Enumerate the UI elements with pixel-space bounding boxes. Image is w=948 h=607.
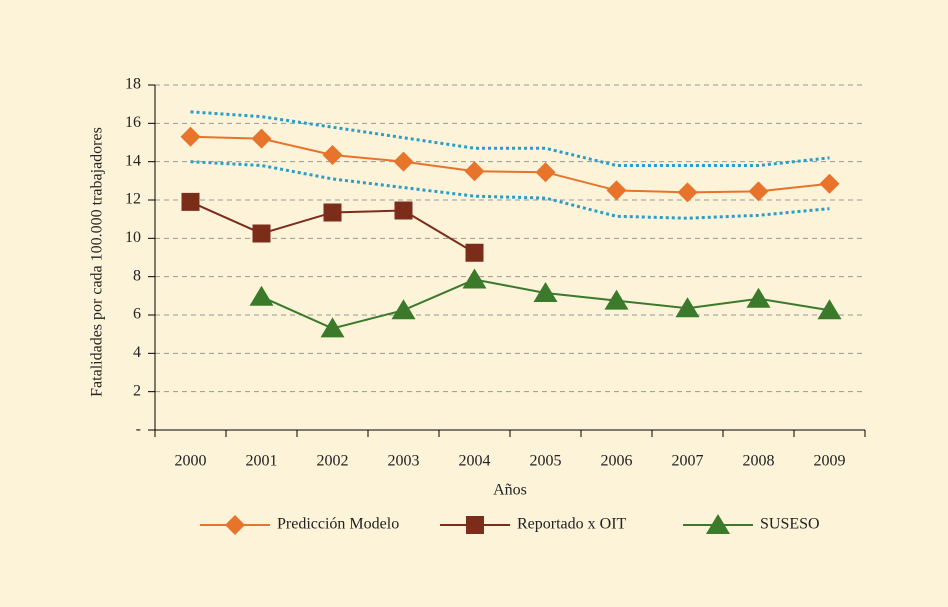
diamond-marker xyxy=(225,515,245,535)
diamond-marker xyxy=(393,151,414,172)
x-axis-label: Años xyxy=(493,482,527,499)
x-tick-label: 2003 xyxy=(388,453,420,470)
diamond-marker xyxy=(535,162,556,183)
legend-label: Reportado x OIT xyxy=(517,516,627,533)
y-tick-label: 18 xyxy=(125,76,141,93)
triangle-marker xyxy=(462,268,487,289)
x-tick-label: 2008 xyxy=(743,453,775,470)
x-tick-label: 2006 xyxy=(601,453,633,470)
x-tick-label: 2001 xyxy=(246,453,278,470)
y-tick-label: - xyxy=(136,421,141,438)
diamond-marker xyxy=(677,182,698,203)
square-marker xyxy=(323,203,342,222)
square-marker xyxy=(252,224,271,243)
triangle-marker xyxy=(675,297,700,318)
legend-label: SUSESO xyxy=(760,516,820,533)
x-tick-label: 2000 xyxy=(175,453,207,470)
series-line xyxy=(190,110,830,167)
triangle-marker xyxy=(391,299,416,320)
diamond-marker xyxy=(464,161,485,182)
triangle-marker xyxy=(249,285,274,306)
y-tick-label: 4 xyxy=(133,344,141,361)
square-marker xyxy=(465,243,484,262)
legend-label: Predicción Modelo xyxy=(277,516,399,533)
x-tick-label: 2009 xyxy=(814,453,846,470)
triangle-marker xyxy=(533,281,558,302)
diamond-marker xyxy=(606,180,627,201)
x-tick-label: 2002 xyxy=(317,453,349,470)
triangle-marker xyxy=(706,514,730,534)
y-tick-label: 10 xyxy=(125,229,141,246)
square-marker xyxy=(466,516,484,534)
x-tick-label: 2007 xyxy=(672,453,704,470)
square-marker xyxy=(181,192,200,211)
y-tick-label: 12 xyxy=(125,191,141,208)
triangle-marker xyxy=(817,299,842,320)
triangle-marker xyxy=(320,317,345,338)
y-tick-label: 16 xyxy=(125,114,141,131)
diamond-marker xyxy=(251,128,272,149)
diamond-marker xyxy=(180,126,201,147)
y-tick-label: 6 xyxy=(133,306,141,323)
square-marker xyxy=(394,201,413,220)
series-line xyxy=(190,135,830,194)
y-axis-label: Fatalidades por cada 100.000 trabajadore… xyxy=(89,127,106,397)
diamond-marker xyxy=(322,144,343,165)
series-line xyxy=(190,160,830,220)
x-tick-label: 2005 xyxy=(530,453,562,470)
diamond-marker xyxy=(819,173,840,194)
triangle-marker xyxy=(746,287,771,308)
y-tick-label: 14 xyxy=(125,152,141,169)
x-tick-label: 2004 xyxy=(459,453,491,470)
y-tick-label: 8 xyxy=(133,267,141,284)
triangle-marker xyxy=(604,289,629,310)
diamond-marker xyxy=(748,181,769,202)
y-tick-label: 2 xyxy=(133,382,141,399)
